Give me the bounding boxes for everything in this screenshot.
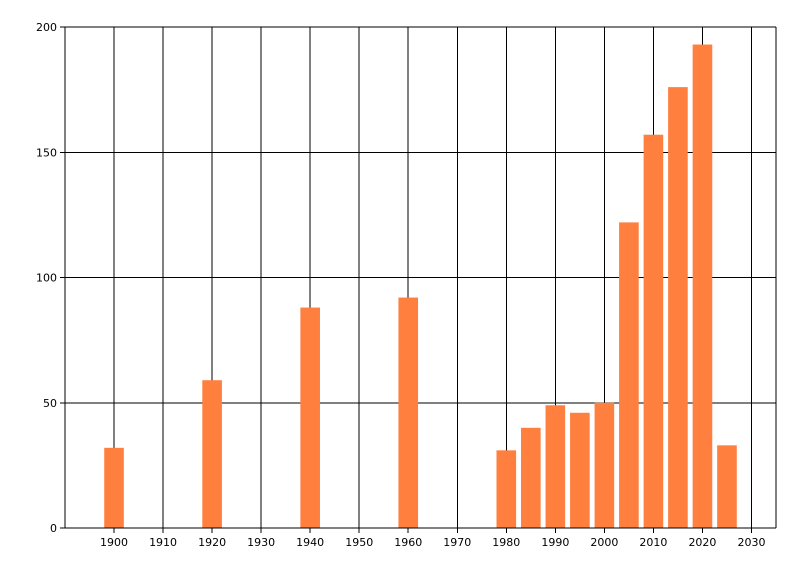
x-tick-label: 1960 <box>394 536 422 549</box>
y-tick-label: 100 <box>36 272 57 285</box>
y-tick-label: 200 <box>36 21 57 34</box>
x-tick-label: 2010 <box>639 536 667 549</box>
bar <box>104 447 124 528</box>
y-tick-label: 0 <box>50 522 57 535</box>
x-tick-label: 1950 <box>345 536 373 549</box>
bars <box>104 44 737 529</box>
x-tick-label: 1920 <box>198 536 226 549</box>
bar <box>545 405 566 528</box>
tick-labels: 0 50 100 150 200 1900 1910 1920 1930 1940 1950 1960… <box>36 21 765 549</box>
x-tick-label: 2020 <box>688 536 716 549</box>
bar <box>619 222 639 528</box>
bar <box>398 297 419 528</box>
bar <box>202 380 222 528</box>
x-tick-label: 1930 <box>247 536 275 549</box>
x-tick-label: 1910 <box>149 536 177 549</box>
x-tick-label: 2030 <box>737 536 765 549</box>
bar <box>692 44 713 528</box>
x-tick-label: 1940 <box>296 536 324 549</box>
x-tick-label: 1900 <box>100 536 128 549</box>
bar <box>643 134 664 528</box>
x-tick-label: 1990 <box>541 536 569 549</box>
bar <box>300 307 320 528</box>
x-tick-label: 2000 <box>590 536 618 549</box>
x-tick-label: 1980 <box>492 536 520 549</box>
bar <box>717 445 737 528</box>
bar <box>668 87 688 529</box>
y-tick-label: 50 <box>43 397 57 410</box>
axes <box>60 26 776 533</box>
y-tick-label: 150 <box>36 146 57 159</box>
bar <box>594 402 615 528</box>
bar <box>521 427 541 528</box>
x-tick-label: 1970 <box>443 536 471 549</box>
bar <box>496 450 517 528</box>
bar <box>570 412 590 528</box>
